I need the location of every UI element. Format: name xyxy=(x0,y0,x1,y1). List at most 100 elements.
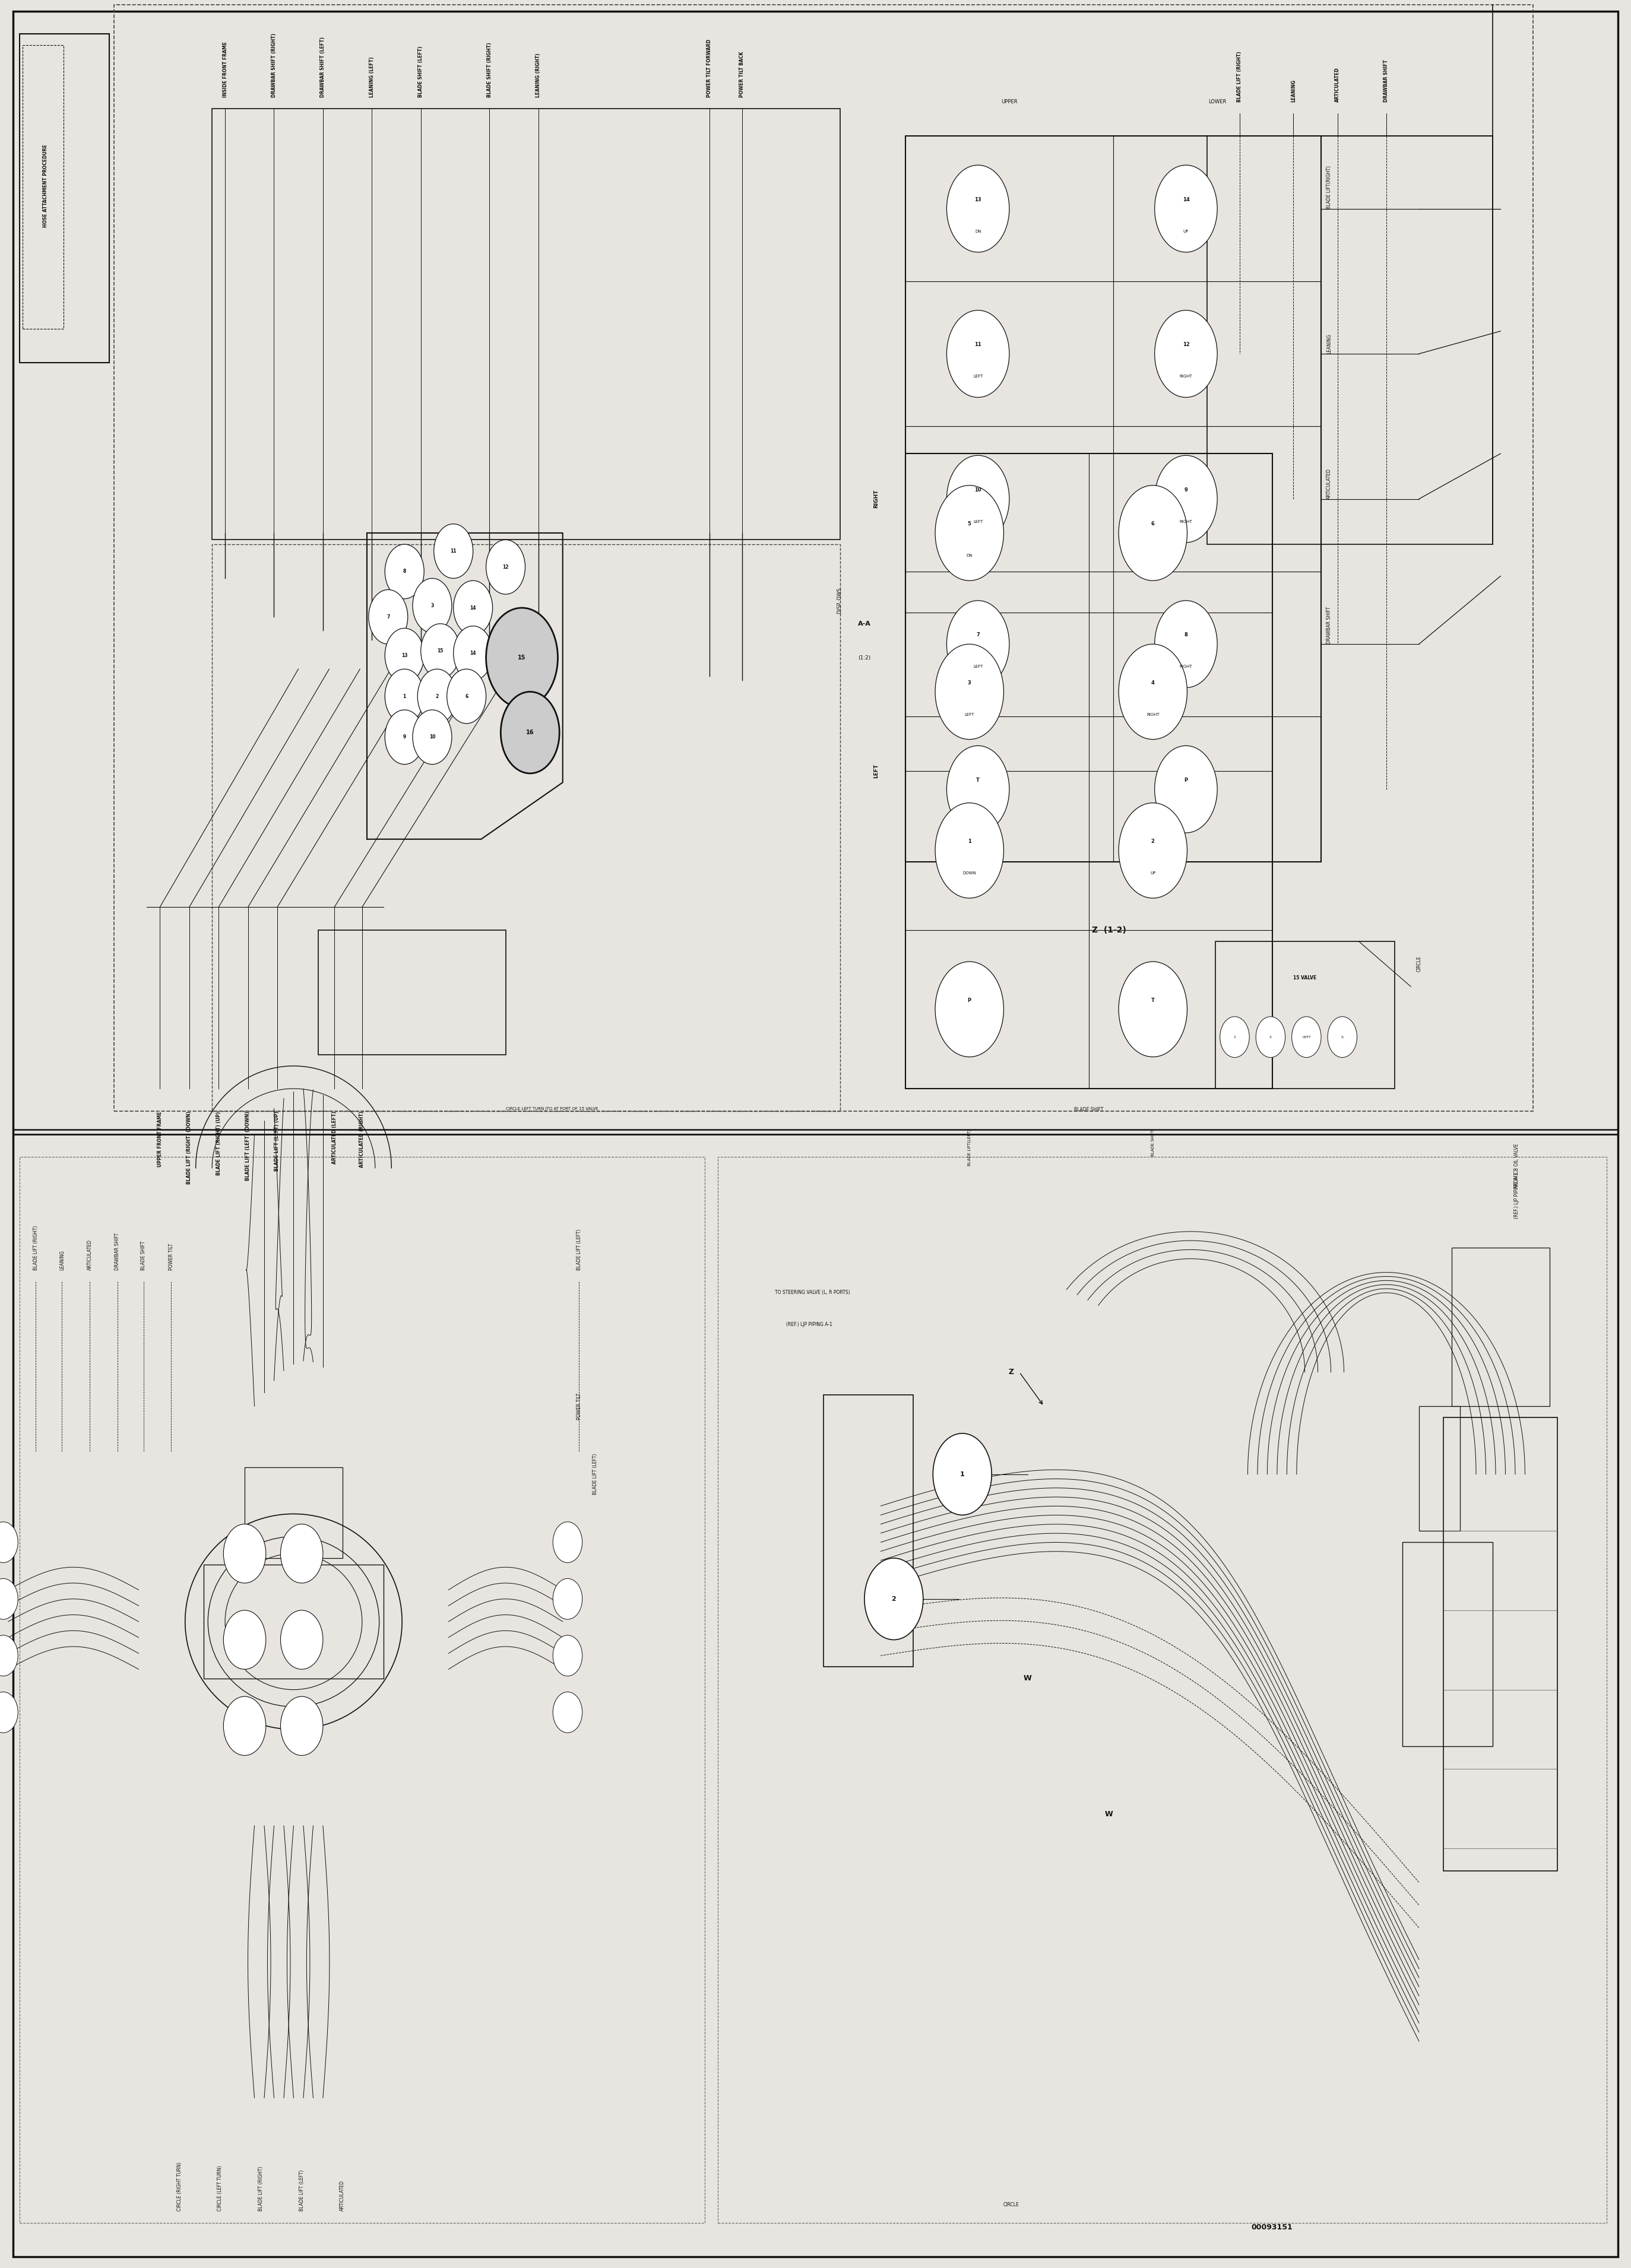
Text: BLADE LIFT(RIGHT): BLADE LIFT(RIGHT) xyxy=(1326,166,1333,209)
Bar xyxy=(318,930,506,1055)
Text: 9: 9 xyxy=(1184,488,1187,492)
Circle shape xyxy=(1119,644,1187,739)
Text: Z  (1-2): Z (1-2) xyxy=(1091,925,1127,934)
Text: 12: 12 xyxy=(502,565,509,569)
Text: DRAWBAR SHIFT (LEFT): DRAWBAR SHIFT (LEFT) xyxy=(320,36,326,98)
Text: 9: 9 xyxy=(403,735,406,739)
Text: POWER TILT BACK: POWER TILT BACK xyxy=(739,52,745,98)
Text: 11: 11 xyxy=(450,549,457,553)
Circle shape xyxy=(223,1524,266,1583)
Text: BLADE LIFT (RIGHT) (DOWN): BLADE LIFT (RIGHT) (DOWN) xyxy=(186,1111,192,1184)
Bar xyxy=(212,109,840,540)
Text: ARTICULATED: ARTICULATED xyxy=(1334,68,1341,102)
Text: BLADE LIFT (RIGHT): BLADE LIFT (RIGHT) xyxy=(33,1225,39,1270)
Bar xyxy=(245,1467,343,1558)
Text: A-A: A-A xyxy=(858,621,871,626)
Bar xyxy=(13,1134,1618,2257)
Bar xyxy=(20,34,109,363)
Circle shape xyxy=(413,710,452,764)
Circle shape xyxy=(447,669,486,723)
Text: LEANING (LEFT): LEANING (LEFT) xyxy=(369,57,375,98)
Text: (1:2): (1:2) xyxy=(858,655,871,660)
Circle shape xyxy=(281,1696,323,1755)
Circle shape xyxy=(935,962,1003,1057)
Text: 5: 5 xyxy=(967,522,970,526)
Text: CIRCLE LEFT TURN JTO AT PORT OF 15 VALVE: CIRCLE LEFT TURN JTO AT PORT OF 15 VALVE xyxy=(506,1107,599,1111)
Circle shape xyxy=(935,485,1003,581)
Text: DRAWBAR SHIFT: DRAWBAR SHIFT xyxy=(1326,606,1333,644)
Text: 10: 10 xyxy=(975,488,982,492)
Text: DRAWBAR SHIFT: DRAWBAR SHIFT xyxy=(1383,59,1390,102)
Text: BLADE SHIFT (LEFT): BLADE SHIFT (LEFT) xyxy=(418,45,424,98)
Circle shape xyxy=(864,1558,923,1640)
Text: LEFT: LEFT xyxy=(974,665,983,669)
Text: HOSE ATTACHMENT PROCEDURE: HOSE ATTACHMENT PROCEDURE xyxy=(42,145,49,227)
Circle shape xyxy=(385,669,424,723)
Text: LEANING: LEANING xyxy=(1326,333,1333,354)
Text: DRAWBAR SHIFT: DRAWBAR SHIFT xyxy=(114,1232,121,1270)
Text: ARTICULATED: ARTICULATED xyxy=(1326,467,1333,499)
Bar xyxy=(1215,941,1395,1089)
Circle shape xyxy=(223,1696,266,1755)
Circle shape xyxy=(1155,456,1217,542)
Text: UPPER: UPPER xyxy=(1001,100,1018,104)
Text: 13: 13 xyxy=(975,197,982,202)
Text: 1: 1 xyxy=(961,1472,964,1476)
Text: 7: 7 xyxy=(387,615,390,619)
Text: LEFT: LEFT xyxy=(974,374,983,379)
Circle shape xyxy=(281,1524,323,1583)
Circle shape xyxy=(369,590,408,644)
Bar xyxy=(824,1395,913,1667)
Text: RIGHT: RIGHT xyxy=(1147,712,1160,717)
Circle shape xyxy=(1155,601,1217,687)
Circle shape xyxy=(553,1635,582,1676)
Circle shape xyxy=(223,1610,266,1669)
Circle shape xyxy=(946,166,1010,252)
Circle shape xyxy=(453,626,493,680)
Bar xyxy=(1452,1247,1549,1406)
Bar xyxy=(212,544,840,1111)
Text: POWER TILT FORWARD: POWER TILT FORWARD xyxy=(706,39,713,98)
Text: 15 VALVE: 15 VALVE xyxy=(1293,975,1316,980)
Circle shape xyxy=(1220,1016,1249,1057)
Text: LEANING: LEANING xyxy=(59,1250,65,1270)
Text: T: T xyxy=(977,778,980,782)
Text: DRAWBAR SHIFT (RIGHT): DRAWBAR SHIFT (RIGHT) xyxy=(271,34,277,98)
Text: CIRCLE: CIRCLE xyxy=(1003,2202,1019,2207)
Text: ARTICULATED: ARTICULATED xyxy=(86,1238,93,1270)
Circle shape xyxy=(1292,1016,1321,1057)
Text: S: S xyxy=(1341,1036,1344,1039)
Text: BLADE LIFT (LEFT) (DOWN): BLADE LIFT (LEFT) (DOWN) xyxy=(245,1111,251,1182)
Bar xyxy=(204,1565,383,1678)
Circle shape xyxy=(385,544,424,599)
Circle shape xyxy=(385,628,424,683)
Text: W: W xyxy=(1023,1674,1032,1683)
Text: TO STEERING VALVE (L, R PORTS): TO STEERING VALVE (L, R PORTS) xyxy=(775,1290,850,1295)
Text: UPPER FRONT FRAME: UPPER FRONT FRAME xyxy=(157,1111,163,1168)
Circle shape xyxy=(0,1522,18,1563)
Circle shape xyxy=(501,692,559,773)
Bar xyxy=(1403,1542,1492,1746)
Text: BLADE LIFT (LEFT): BLADE LIFT (LEFT) xyxy=(298,2170,305,2211)
Text: 2: 2 xyxy=(435,694,439,699)
Circle shape xyxy=(553,1579,582,1619)
Text: DN: DN xyxy=(975,229,982,234)
Text: 3: 3 xyxy=(431,603,434,608)
Text: P: P xyxy=(967,998,970,1002)
Text: 16: 16 xyxy=(527,730,533,735)
Circle shape xyxy=(1155,311,1217,397)
Text: FROM CB OIL VALVE: FROM CB OIL VALVE xyxy=(1514,1143,1520,1188)
Text: BLADE LIFT (LEFT): BLADE LIFT (LEFT) xyxy=(576,1229,582,1270)
Circle shape xyxy=(1119,803,1187,898)
Text: DISP. OWS: DISP. OWS xyxy=(837,587,843,615)
Text: LEFT: LEFT xyxy=(1302,1036,1311,1039)
Text: (REF.) LJP PIPING A-1: (REF.) LJP PIPING A-1 xyxy=(1514,1173,1520,1218)
Text: 8: 8 xyxy=(1184,633,1187,637)
Circle shape xyxy=(1119,962,1187,1057)
Circle shape xyxy=(486,608,558,708)
Text: BLADE LIFT(LEFT): BLADE LIFT(LEFT) xyxy=(967,1129,972,1166)
Bar xyxy=(1419,1406,1460,1531)
Circle shape xyxy=(946,311,1010,397)
Text: 15: 15 xyxy=(437,649,444,653)
Text: 4: 4 xyxy=(1151,680,1155,685)
